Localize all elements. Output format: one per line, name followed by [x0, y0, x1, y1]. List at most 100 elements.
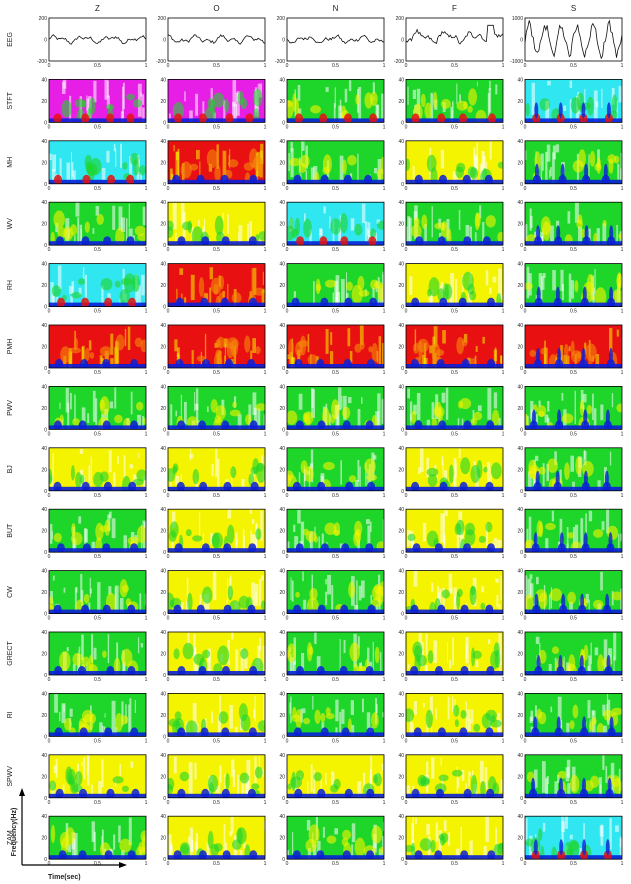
x-tick-label: 0.5 [94, 186, 101, 192]
x-tick-label: 0.5 [94, 370, 101, 376]
x-tick-label: 1 [145, 247, 148, 253]
x-tick-label: 0.5 [451, 800, 458, 806]
y-tick-label: 20 [398, 406, 404, 412]
x-tick-label: 0 [286, 861, 289, 867]
column-header-o: O [213, 4, 219, 13]
y-tick-label: 0 [401, 550, 404, 556]
y-tick-label: 20 [160, 529, 166, 535]
panel-rh-z: 40 20 00 0.5 1 [41, 262, 147, 315]
x-tick-label: 0 [405, 186, 408, 192]
panel-rh-f: 40 20 00 0.5 1 [398, 262, 504, 315]
x-tick-label: 0 [405, 63, 408, 69]
x-tick-label: 0 [405, 493, 408, 499]
y-tick-label: 0 [520, 734, 523, 740]
panel-frame [405, 201, 504, 246]
y-tick-label: 40 [398, 139, 404, 145]
y-tick-label: 40 [517, 139, 523, 145]
y-tick-label: 40 [279, 384, 285, 390]
y-tick-label: 0 [401, 120, 404, 126]
x-tick-label: 0 [167, 861, 170, 867]
x-tick-label: 0.5 [213, 63, 220, 69]
panel-grect-z: 40 20 00 0.5 1 [41, 630, 147, 683]
panel-frame [286, 693, 385, 737]
x-tick-label: 1 [383, 861, 386, 867]
panel-bj-z: 40 20 00 0.5 1 [41, 446, 148, 499]
x-tick-label: 0 [167, 738, 170, 744]
y-tick-label: 0 [401, 612, 404, 618]
y-tick-label: 0 [282, 182, 285, 188]
y-tick-label: 40 [398, 323, 404, 329]
y-tick-label: 0 [282, 734, 285, 740]
y-tick-label: 40 [160, 814, 166, 820]
panel-frame [48, 263, 147, 308]
x-tick-label: 0 [48, 861, 51, 867]
x-tick-label: 1 [383, 124, 386, 130]
y-tick-label: 0 [163, 243, 166, 249]
y-tick-label: 40 [160, 753, 166, 759]
panel-spwv-o: 40 20 00 0.5 1 [160, 753, 266, 806]
y-tick-label: 40 [517, 569, 523, 575]
panel-zam-n: 40 20 00 0.5 1 [279, 814, 386, 867]
x-tick-label: 0.5 [213, 309, 220, 315]
panel-bj-n: 40 20 00 0.5 1 [279, 446, 385, 499]
x-tick-label: 0 [48, 186, 51, 192]
x-tick-label: 0 [48, 370, 51, 376]
x-tick-label: 1 [621, 370, 624, 376]
y-tick-label: 20 [41, 222, 47, 228]
y-tick-label: 40 [517, 691, 523, 697]
y-tick-label: 0 [401, 673, 404, 679]
y-tick-label: 40 [279, 691, 285, 697]
panel-frame [286, 754, 385, 799]
panel-pwv-n: 40 20 00 0.5 1 [279, 384, 385, 437]
x-tick-label: 0.5 [213, 431, 220, 437]
y-tick-label: 0 [520, 796, 523, 802]
x-tick-label: 1 [502, 63, 505, 69]
panel-frame [405, 324, 504, 369]
y-tick-label: 20 [41, 99, 47, 105]
y-tick-label: -200 [37, 59, 47, 65]
time-axis-label: Time(sec) [48, 874, 81, 881]
x-tick-label: 1 [383, 554, 386, 560]
panel-stft-o: 40 20 00 0.5 1 [160, 77, 266, 130]
panel-but-s: 40 20 00 0.5 1 [517, 507, 623, 560]
y-tick-label: 0 [44, 857, 47, 863]
y-tick-label: 0 [163, 366, 166, 372]
x-tick-label: 0.5 [213, 124, 220, 130]
y-tick-label: 40 [41, 200, 47, 206]
x-tick-label: 0.5 [570, 738, 577, 744]
y-tick-label: -200 [156, 59, 166, 65]
y-tick-label: 0 [163, 427, 166, 433]
panel-stft-z: 40 20 00 0.5 1 [41, 77, 147, 130]
y-tick-label: 40 [517, 753, 523, 759]
x-tick-label: 1 [145, 493, 148, 499]
panel-cw-s: 40 20 00 0.5 1 [517, 569, 623, 622]
y-tick-label: 40 [398, 753, 404, 759]
panel-frame [167, 754, 266, 799]
x-tick-label: 0.5 [332, 616, 339, 622]
panel-frame [405, 447, 504, 492]
x-tick-label: 0.5 [213, 738, 220, 744]
x-tick-label: 1 [502, 431, 505, 437]
panel-frame [167, 385, 266, 430]
y-tick-label: 0 [282, 857, 285, 863]
y-tick-label: 20 [279, 99, 285, 105]
x-tick-label: 0 [48, 616, 51, 622]
y-tick-label: 20 [398, 160, 404, 166]
x-tick-label: 0 [524, 800, 527, 806]
y-tick-label: 20 [279, 406, 285, 412]
x-tick-label: 0 [286, 63, 289, 69]
panel-pwv-o: 40 20 00 0.5 1 [160, 384, 266, 437]
x-tick-label: 1 [502, 124, 505, 130]
y-tick-label: 0 [44, 38, 47, 44]
y-tick-label: 20 [279, 652, 285, 658]
x-tick-label: 1 [145, 738, 148, 744]
x-tick-label: 0 [286, 124, 289, 130]
y-tick-label: 20 [517, 406, 523, 412]
panel-frame [405, 693, 504, 737]
x-tick-label: 1 [383, 247, 386, 253]
